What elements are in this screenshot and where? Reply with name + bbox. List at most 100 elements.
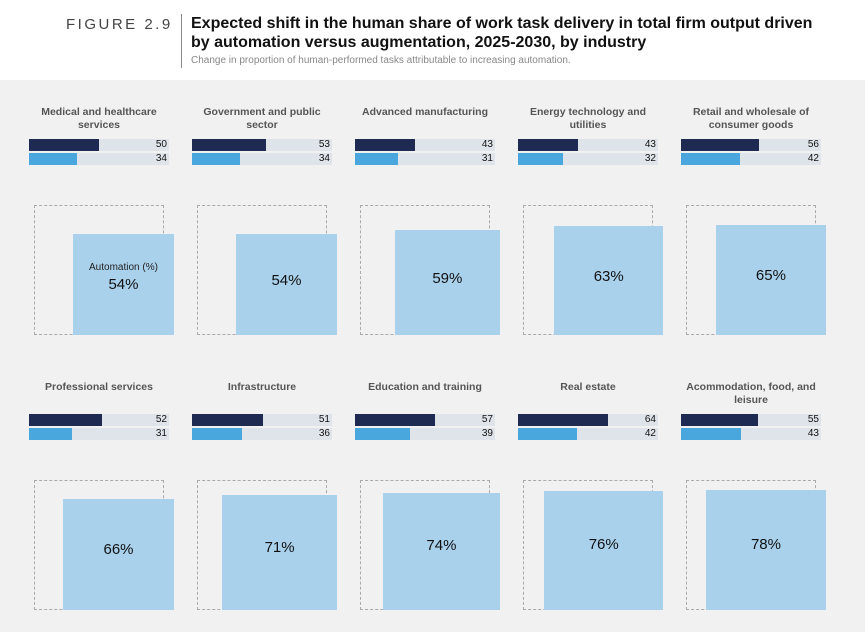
automation-share-area: Automation (%) 54% [72, 233, 174, 335]
bar-track: 34 [29, 153, 169, 165]
chart-title: Expected shift in the human share of wor… [191, 15, 813, 51]
bar [681, 428, 742, 440]
industry-panel: Medical and healthcare services 50 34 Autom… [29, 106, 174, 346]
bar-track: 53 [192, 139, 332, 151]
automation-share-area: 54% [235, 233, 337, 335]
automation-share-area: 59% [394, 229, 500, 335]
data-label: 43 [481, 139, 493, 150]
automation-percent: 76% [588, 536, 619, 554]
industry-panel: Real estate 64 42 76% [518, 381, 663, 621]
bar-track: 50 [29, 139, 169, 151]
total-area-box: 63% [523, 205, 663, 335]
data-label: 64 [644, 414, 656, 425]
automation-percent: 59% [432, 269, 463, 287]
data-label: 36 [318, 428, 330, 439]
bar [192, 428, 243, 440]
header-divider [181, 14, 182, 68]
data-label: 31 [155, 428, 167, 439]
industry-panel: Energy technology and utilities 43 32 63% [518, 106, 663, 346]
industry-name: Infrastructure [227, 381, 297, 393]
bar-track: 36 [192, 428, 332, 440]
bar-track: 56 [681, 139, 821, 151]
bar-track: 43 [518, 139, 658, 151]
data-label: 53 [318, 139, 330, 150]
total-area-box: 71% [197, 480, 337, 610]
bar-track: 43 [681, 428, 821, 440]
bar-track: 42 [681, 153, 821, 165]
bar-track: 31 [29, 428, 169, 440]
data-label: 51 [318, 414, 330, 425]
total-area-box: 74% [360, 480, 500, 610]
bar-track: 42 [518, 428, 658, 440]
bar [355, 153, 399, 165]
total-area-box: 66% [34, 480, 174, 610]
bar-track: 43 [355, 139, 495, 151]
automation-share-area: 63% [554, 226, 663, 335]
total-area-box: 54% [197, 205, 337, 335]
bar [518, 139, 579, 151]
data-label: 50 [155, 139, 167, 150]
industry-panel: Education and training 57 39 74% [355, 381, 500, 621]
data-label: 43 [807, 428, 819, 439]
total-area-box: 76% [523, 480, 663, 610]
data-label: 52 [155, 414, 167, 425]
industry-panel: Professional services 52 31 66% [29, 381, 174, 621]
automation-percent: 54% [108, 276, 139, 294]
data-label: 43 [644, 139, 656, 150]
automation-percent: 65% [755, 266, 786, 284]
bar [192, 414, 264, 426]
bar-track: 55 [681, 414, 821, 426]
bar [355, 139, 416, 151]
industry-name: Real estate [560, 381, 616, 393]
bar [518, 153, 563, 165]
automation-percent: 74% [426, 537, 457, 555]
data-label: 55 [807, 414, 819, 425]
industry-name: Acommodation, food, and leisure [686, 381, 816, 406]
automation-share-area: 74% [382, 492, 500, 610]
total-area-box: 65% [686, 205, 826, 335]
industry-name: Education and training [368, 381, 482, 393]
bar [355, 428, 410, 440]
industry-panel: Acommodation, food, and leisure 55 43 78% [681, 381, 826, 621]
bar [681, 139, 760, 151]
automation-share-area: 66% [63, 499, 174, 610]
bar-track: 57 [355, 414, 495, 426]
automation-share-area: 71% [222, 495, 337, 610]
bar [518, 414, 608, 426]
industry-name: Advanced manufacturing [361, 106, 489, 118]
automation-share-area: 78% [705, 489, 826, 610]
industry-name: Retail and wholesale of consumer goods [692, 106, 810, 131]
industry-name: Government and public sector [203, 106, 321, 131]
industry-name: Professional services [45, 381, 153, 393]
bar-track: 52 [29, 414, 169, 426]
bar [29, 428, 73, 440]
bar-track: 51 [192, 414, 332, 426]
data-label: 56 [807, 139, 819, 150]
automation-label: Automation (%) [89, 262, 158, 274]
data-label: 42 [644, 428, 656, 439]
data-label: 39 [481, 428, 493, 439]
industry-name: Medical and healthcare services [41, 106, 157, 131]
industry-panel: Advanced manufacturing 43 31 59% [355, 106, 500, 346]
industry-panel: Retail and wholesale of consumer goods 56… [681, 106, 826, 346]
bar-track: 64 [518, 414, 658, 426]
bar [355, 414, 435, 426]
figure-label: FIGURE 2.9 [66, 16, 173, 33]
automation-share-area: 76% [544, 491, 663, 610]
bar [29, 153, 77, 165]
automation-percent: 63% [593, 267, 624, 285]
total-area-box: 78% [686, 480, 826, 610]
bar [192, 139, 267, 151]
data-label: 42 [807, 153, 819, 164]
bar [192, 153, 240, 165]
automation-percent: 66% [103, 541, 134, 559]
automation-percent: 71% [264, 538, 295, 556]
data-label: 34 [318, 153, 330, 164]
industry-panel: Infrastructure 51 36 71% [192, 381, 337, 621]
bar-track: 32 [518, 153, 658, 165]
bar-track: 39 [355, 428, 495, 440]
bar [681, 153, 740, 165]
bar-track: 34 [192, 153, 332, 165]
data-label: 57 [481, 414, 493, 425]
total-area-box: Automation (%) 54% [34, 205, 174, 335]
